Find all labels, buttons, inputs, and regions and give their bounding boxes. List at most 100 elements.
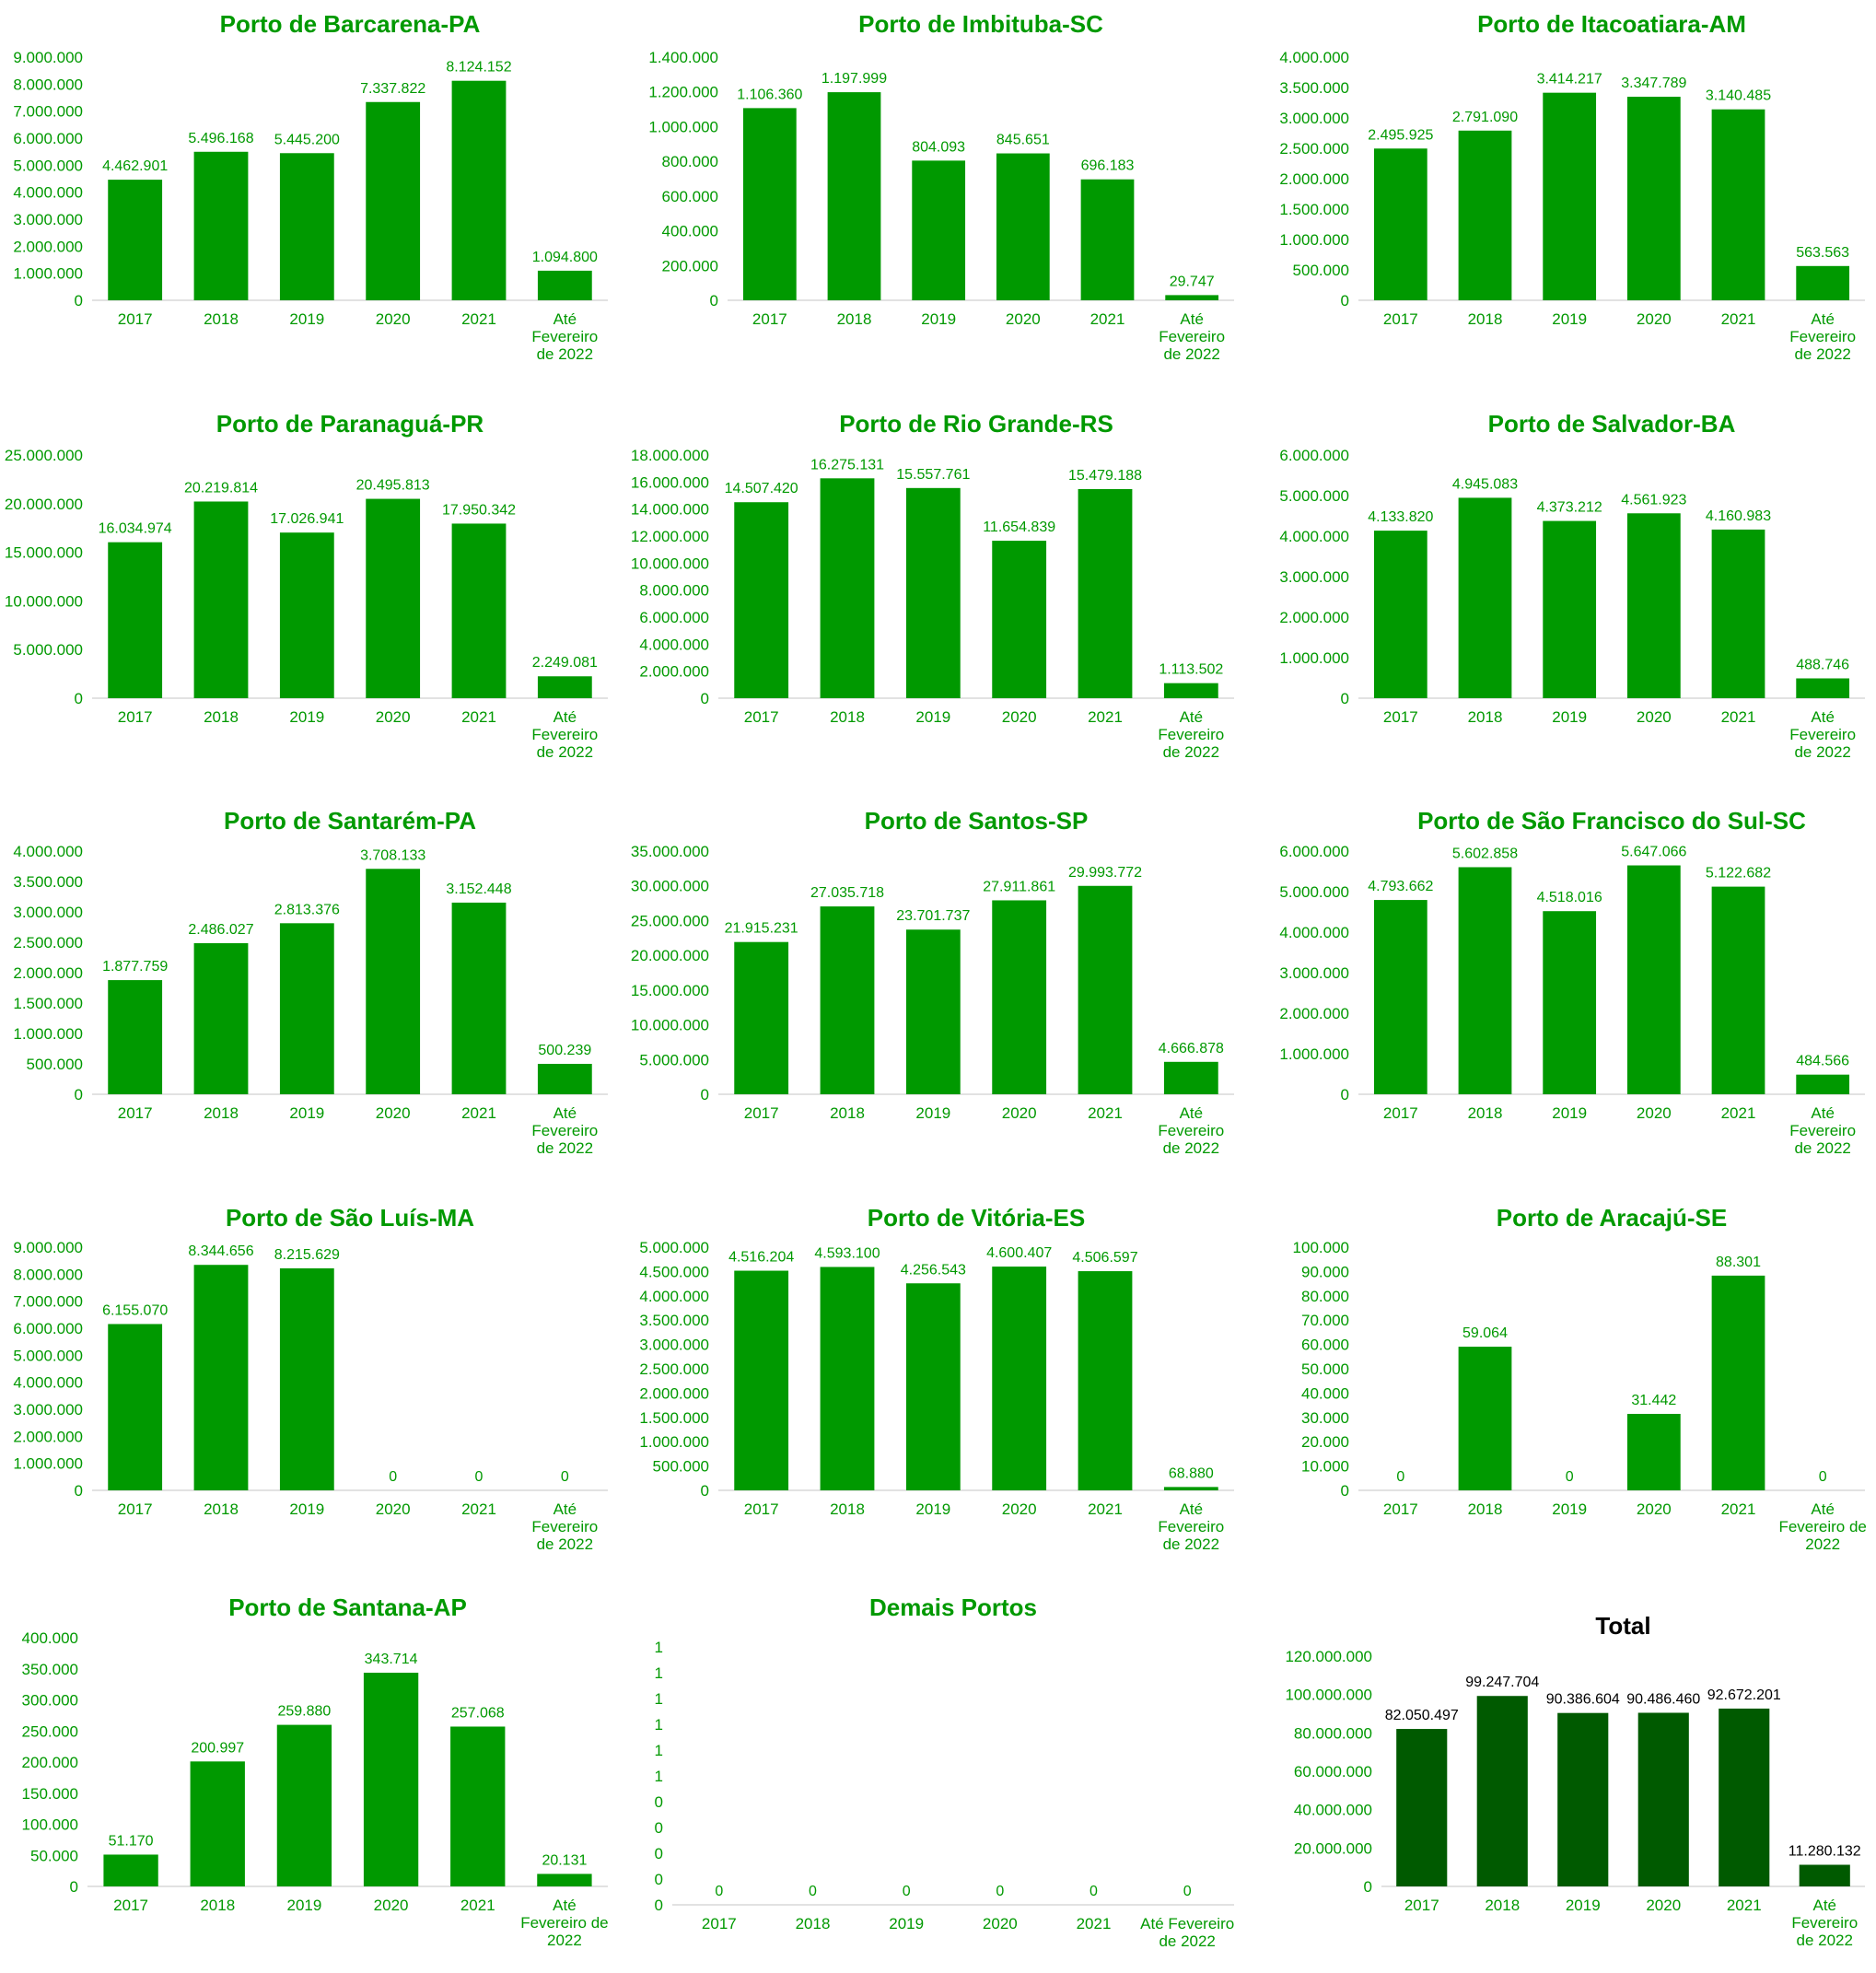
porto-de-salvador-ba-chart: Porto de Salvador-BA 0 1.000.000 2.000.000 3… bbox=[1279, 410, 1865, 761]
data-label: 3.347.789 bbox=[1621, 76, 1686, 91]
y-tick-label: 30.000.000 bbox=[631, 878, 709, 895]
y-tick-label: 0 bbox=[70, 1878, 78, 1896]
data-label: 500.239 bbox=[538, 1043, 591, 1058]
x-category-label: 2018 bbox=[204, 1500, 239, 1518]
bar bbox=[108, 980, 163, 1094]
x-category-label: 2020 bbox=[1002, 1104, 1037, 1122]
bar bbox=[108, 1324, 163, 1490]
bar bbox=[363, 1672, 419, 1886]
y-tick-label: 3.000.000 bbox=[1279, 568, 1349, 586]
bar bbox=[193, 942, 249, 1094]
bar bbox=[1626, 97, 1681, 300]
bar bbox=[1711, 1275, 1765, 1490]
x-category-label: 2019 bbox=[289, 1500, 324, 1518]
x-category-label: 2019 bbox=[1552, 1104, 1587, 1122]
data-label: 8.215.629 bbox=[274, 1247, 340, 1263]
x-category-label: 2021 bbox=[1090, 310, 1125, 328]
data-label: 16.275.131 bbox=[810, 457, 884, 473]
data-label: 68.880 bbox=[1169, 1465, 1214, 1481]
y-tick-label: 1 bbox=[655, 1742, 663, 1759]
data-label: 15.557.761 bbox=[896, 467, 970, 483]
y-tick-label: 1.000.000 bbox=[13, 1025, 83, 1043]
data-label: 20.131 bbox=[542, 1852, 587, 1868]
bar bbox=[1557, 1712, 1609, 1886]
bar bbox=[820, 906, 875, 1094]
y-tick-label: 0 bbox=[75, 690, 83, 707]
y-tick-label: 0 bbox=[75, 1086, 83, 1103]
bar bbox=[193, 1265, 249, 1490]
x-category-label: 2021 bbox=[461, 310, 496, 328]
bar bbox=[279, 923, 334, 1094]
x-category-label: 2019 bbox=[921, 310, 956, 328]
x-category-label: 2017 bbox=[1383, 708, 1418, 726]
data-label: 4.256.543 bbox=[901, 1262, 966, 1278]
porto-de-itacoatiara-am-chart: Porto de Itacoatiara-AM 0 500.000 1.000.000… bbox=[1279, 10, 1865, 363]
data-label: 27.911.861 bbox=[983, 879, 1055, 894]
data-label: 90.386.604 bbox=[1546, 1692, 1620, 1708]
y-tick-label: 18.000.000 bbox=[631, 447, 709, 464]
data-label: 5.445.200 bbox=[274, 132, 340, 147]
bar bbox=[996, 153, 1050, 300]
y-tick-label: 9.000.000 bbox=[13, 1239, 83, 1256]
chart-title: Porto de Rio Grande-RS bbox=[839, 410, 1113, 438]
y-tick-label: 4.000.000 bbox=[13, 1374, 83, 1392]
y-tick-label: 250.000 bbox=[22, 1722, 78, 1740]
y-tick-label: 1.000.000 bbox=[1279, 231, 1349, 249]
data-label: 82.050.497 bbox=[1385, 1708, 1459, 1723]
porto-de-sao-luis-ma-chart: Porto de São Luís-MA 0 1.000.000 2.000.000 3… bbox=[13, 1204, 608, 1553]
x-category-label: 2019 bbox=[915, 1104, 950, 1122]
data-label: 3.152.448 bbox=[446, 881, 511, 897]
y-tick-label: 8.000.000 bbox=[13, 76, 83, 93]
chart-title: Total bbox=[1595, 1612, 1650, 1640]
x-category-label: 2020 bbox=[1637, 310, 1672, 328]
x-category-label: 2020 bbox=[1637, 1104, 1672, 1122]
bar bbox=[1796, 265, 1850, 300]
bar bbox=[103, 1854, 158, 1886]
y-tick-label: 4.000.000 bbox=[1279, 49, 1349, 66]
y-tick-label: 4.000.000 bbox=[639, 636, 709, 653]
data-label: 0 bbox=[809, 1884, 817, 1899]
x-category-label: 2017 bbox=[113, 1897, 148, 1914]
x-category-label: 2017 bbox=[118, 310, 153, 328]
bar bbox=[451, 523, 507, 698]
bar bbox=[193, 501, 249, 698]
bar bbox=[537, 676, 592, 698]
data-label: 27.035.718 bbox=[810, 885, 884, 901]
bar bbox=[366, 101, 421, 300]
x-category-label: 2017 bbox=[1383, 310, 1418, 328]
bar bbox=[1080, 179, 1135, 300]
x-category-label: 2020 bbox=[376, 1500, 411, 1518]
chart-title: Porto de Vitória-ES bbox=[868, 1204, 1085, 1232]
data-label: 5.122.682 bbox=[1706, 866, 1771, 881]
data-label: 90.486.460 bbox=[1626, 1691, 1700, 1707]
bar bbox=[279, 532, 334, 698]
y-tick-label: 3.500.000 bbox=[13, 873, 83, 891]
y-tick-label: 2.000.000 bbox=[13, 964, 83, 982]
data-label: 0 bbox=[561, 1469, 569, 1485]
x-category-label: 2021 bbox=[1088, 1104, 1123, 1122]
y-tick-label: 0 bbox=[655, 1793, 663, 1811]
y-tick-label: 20.000.000 bbox=[5, 496, 83, 513]
x-category-label: Até Fevereiro de 2022 bbox=[531, 1104, 598, 1157]
y-tick-label: 1 bbox=[655, 1768, 663, 1785]
y-tick-label: 3.000.000 bbox=[639, 1337, 709, 1354]
bar bbox=[1626, 1413, 1681, 1490]
bar bbox=[1078, 488, 1133, 698]
y-tick-label: 1 bbox=[655, 1639, 663, 1656]
y-tick-label: 2.000.000 bbox=[1279, 170, 1349, 188]
y-tick-label: 60.000 bbox=[1301, 1337, 1349, 1354]
bar bbox=[1163, 683, 1218, 698]
data-label: 8.124.152 bbox=[446, 60, 511, 76]
x-category-label: Até Fevereiro de 2022 bbox=[1789, 708, 1856, 761]
y-tick-label: 20.000.000 bbox=[1294, 1839, 1372, 1857]
y-tick-label: 6.000.000 bbox=[1279, 843, 1349, 860]
porto-de-santos-sp-chart: Porto de Santos-SP 0 5.000.000 10.000.000 15… bbox=[631, 807, 1234, 1157]
data-label: 2.791.090 bbox=[1452, 110, 1518, 125]
y-tick-label: 1.200.000 bbox=[648, 84, 718, 101]
bar bbox=[820, 1267, 875, 1490]
x-category-label: 2018 bbox=[1468, 1104, 1503, 1122]
bar bbox=[451, 902, 507, 1094]
data-label: 5.647.066 bbox=[1621, 845, 1686, 860]
bar bbox=[1799, 1864, 1850, 1886]
y-tick-label: 7.000.000 bbox=[13, 1293, 83, 1311]
